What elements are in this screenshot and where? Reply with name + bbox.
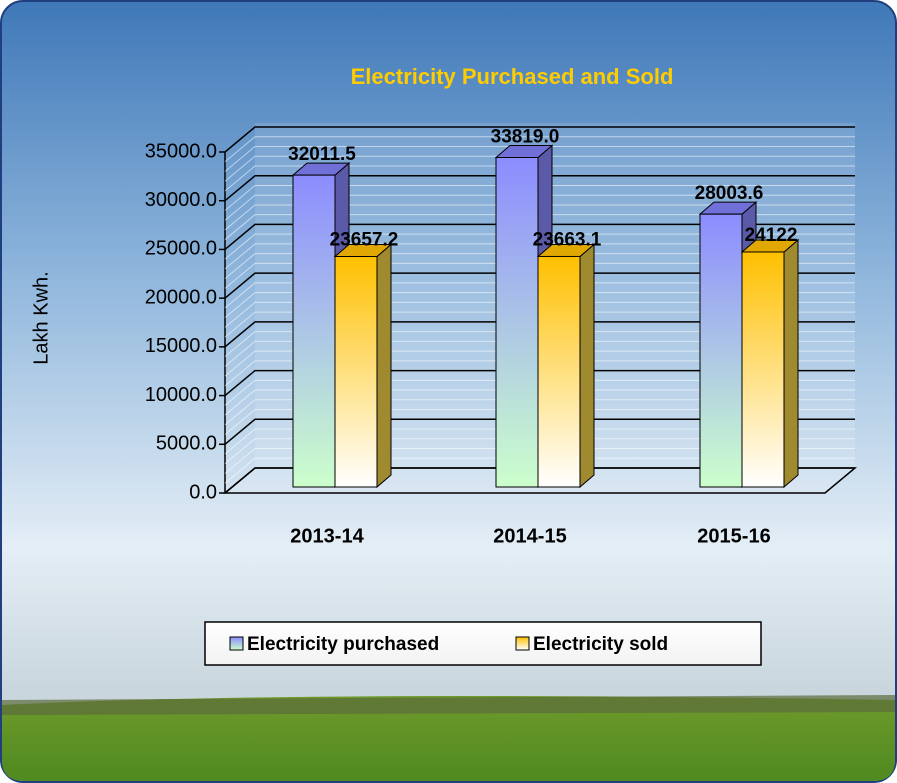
data-label: 33819.0	[491, 127, 560, 148]
y-tick-label: 20000.0	[145, 286, 217, 308]
minor-grid-line	[224, 184, 855, 211]
field	[2, 696, 895, 781]
y-tick-label: 30000.0	[145, 189, 217, 211]
y-tick-label: 15000.0	[145, 335, 217, 357]
bar-side	[376, 243, 392, 489]
minor-grid-line	[224, 331, 855, 357]
legend	[204, 621, 762, 666]
minor-grid-line	[224, 448, 855, 474]
y-tick-label: 25000.0	[145, 238, 217, 260]
bar-front	[495, 157, 539, 488]
grid-line	[224, 418, 855, 445]
minor-grid-line	[224, 292, 855, 319]
y-tick-label: 5000.0	[156, 433, 217, 455]
bar-front	[292, 174, 336, 488]
bar-front	[334, 256, 378, 488]
minor-grid-line	[224, 457, 855, 484]
legend-swatch	[229, 636, 244, 651]
minor-grid-line	[224, 389, 855, 416]
y-axis-label: Lakh Kwh.	[30, 271, 52, 364]
minor-grid-line	[224, 399, 855, 426]
minor-grid-line	[224, 282, 855, 309]
data-label: 23663.1	[533, 229, 602, 250]
minor-grid-line	[224, 253, 855, 280]
minor-grid-line	[224, 243, 855, 270]
grid-line	[224, 272, 855, 299]
minor-grid-line	[224, 360, 855, 387]
minor-grid-line	[224, 204, 855, 231]
minor-grid-line	[224, 233, 855, 260]
minor-grid-line	[224, 340, 855, 367]
bar	[333, 243, 393, 489]
minor-grid-line	[224, 136, 855, 163]
data-label: 32011.5	[288, 144, 356, 165]
legend-label: Electricity sold	[533, 634, 668, 655]
minor-grid-line	[224, 301, 855, 328]
minor-grid-line	[224, 428, 855, 455]
grid-line	[224, 369, 855, 397]
chart-title: Electricity Purchased and Sold	[351, 64, 674, 89]
grid-line	[224, 321, 855, 348]
bar-side	[579, 243, 595, 489]
x-tick-label: 2014-15	[493, 525, 566, 547]
data-label: 28003.6	[695, 183, 764, 204]
minor-grid-line	[224, 438, 855, 465]
minor-grid-line	[224, 379, 855, 406]
y-tick-label: 10000.0	[145, 384, 217, 406]
minor-grid-line	[224, 155, 855, 182]
bar-side	[783, 238, 799, 489]
data-label: 24122	[745, 225, 798, 246]
minor-grid-line	[224, 311, 855, 338]
minor-grid-line	[224, 214, 855, 241]
bar	[536, 243, 596, 489]
bar	[740, 238, 800, 489]
grid-line	[224, 126, 855, 153]
minor-grid-line	[224, 350, 855, 377]
grid-line	[224, 467, 855, 494]
bar-front	[741, 251, 785, 488]
minor-grid-line	[224, 145, 855, 172]
bar-front	[537, 255, 581, 488]
x-tick-label: 2013-14	[290, 525, 364, 547]
y-tick-label: 35000.0	[145, 140, 217, 162]
minor-grid-line	[224, 262, 855, 289]
grid-line	[224, 223, 855, 251]
y-tick-label: 0.0	[189, 481, 217, 503]
legend-swatch	[515, 636, 530, 651]
minor-grid-line	[224, 165, 855, 192]
legend-label: Electricity purchased	[247, 634, 439, 655]
grid-line	[224, 174, 855, 202]
minor-grid-line	[224, 194, 855, 221]
x-tick-label: 2015-16	[697, 525, 770, 547]
bar-front	[699, 213, 743, 488]
data-label: 23657.2	[330, 230, 399, 251]
minor-grid-line	[224, 409, 855, 435]
treeline	[2, 695, 895, 715]
